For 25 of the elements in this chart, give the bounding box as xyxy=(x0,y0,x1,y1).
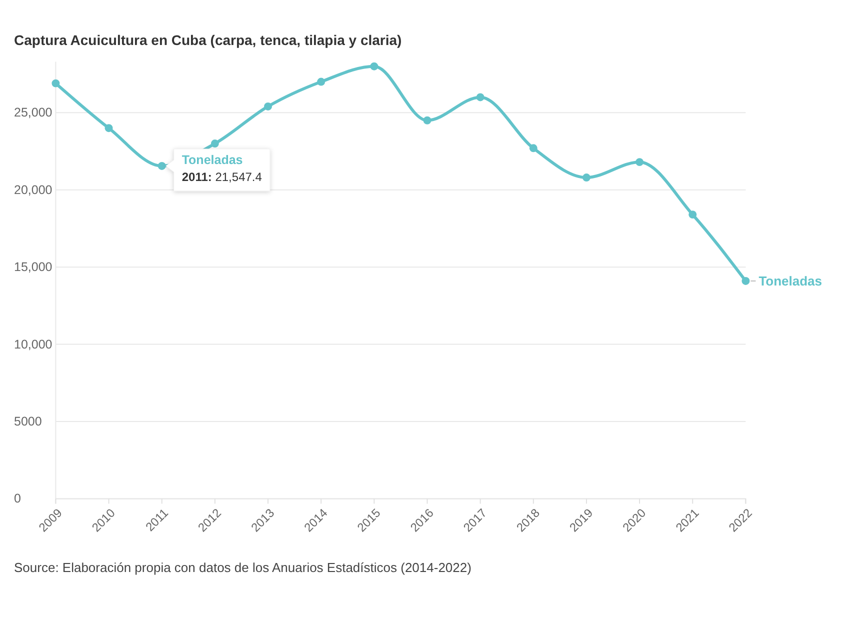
point xyxy=(104,124,113,132)
source-note: Source: Elaboración propia con datos de los Anuarios Estadísticos (2014-2022) xyxy=(14,560,472,575)
point xyxy=(264,102,272,110)
y-tick-label: 5000 xyxy=(14,414,42,428)
point xyxy=(636,158,644,166)
chart-title: Captura Acuicultura en Cuba (carpa, tenca, tilapia y claria) xyxy=(14,32,402,48)
point xyxy=(688,210,697,219)
point xyxy=(476,93,484,102)
point xyxy=(52,79,60,88)
point xyxy=(742,276,750,285)
y-tick-label: 15,000 xyxy=(14,260,52,274)
y-tick-label: 0 xyxy=(14,492,21,506)
y-tick-label: 20,000 xyxy=(14,182,52,197)
point xyxy=(370,62,378,70)
series-label: Toneladas xyxy=(182,152,243,167)
text: Toneladas xyxy=(758,274,822,289)
point xyxy=(423,116,432,124)
point xyxy=(582,174,590,182)
annotation: 2011: 21,547.4 xyxy=(182,170,262,184)
point xyxy=(158,162,166,170)
point xyxy=(317,78,326,86)
y-tick-label: 25,000 xyxy=(14,106,52,120)
point xyxy=(210,140,219,148)
y-tick-label: 10,000 xyxy=(14,337,52,352)
point xyxy=(529,144,538,152)
